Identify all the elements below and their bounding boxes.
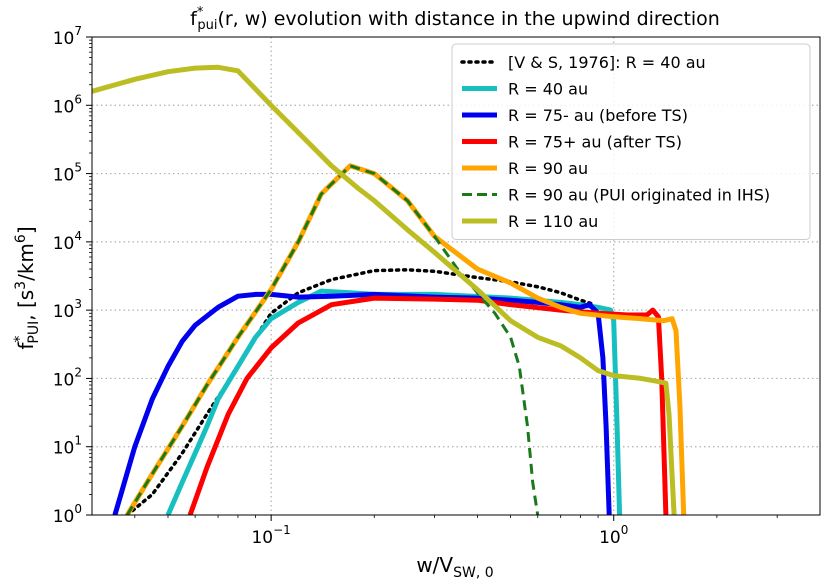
- x-tick-label: 100: [599, 523, 628, 548]
- legend-label: R = 40 au: [508, 80, 588, 99]
- series-line: [125, 164, 540, 515]
- y-tick-label: 106: [53, 92, 82, 117]
- legend-label: R = 75+ au (after TS): [508, 133, 682, 152]
- legend-label: R = 90 au (PUI originated in IHS): [508, 186, 770, 205]
- series-line: [165, 288, 623, 515]
- x-axis-label: w/VSW, 0: [416, 553, 493, 581]
- y-tick-label: 101: [53, 434, 82, 459]
- series-line: [92, 64, 677, 515]
- series-line: [187, 295, 669, 515]
- plot-frame: [91, 36, 821, 516]
- y-axis-label: f*PUI, [s3/km6]: [12, 226, 42, 349]
- ticks: 100 101 102 103 104 105 106 107 10−1 100: [53, 24, 778, 548]
- legend-label: R = 75- au (before TS): [508, 106, 688, 125]
- chart-title: f* pui(r, w) evolution with distance in t…: [190, 5, 720, 33]
- x-tick-label: 10−1: [251, 523, 290, 548]
- y-tick-label: 102: [53, 365, 82, 390]
- legend-label: [V & S, 1976]: R = 40 au: [508, 53, 706, 72]
- legend-label: R = 110 au: [508, 212, 598, 231]
- series-line: [112, 291, 612, 515]
- series-layer: [92, 64, 687, 515]
- y-tick-label: 104: [53, 229, 82, 254]
- y-tick-label: 107: [53, 24, 82, 49]
- grid: [92, 37, 820, 515]
- y-tick-label: 105: [53, 161, 82, 186]
- y-tick-label: 103: [53, 297, 82, 322]
- legend-label: R = 90 au: [508, 159, 588, 178]
- y-tick-label: 100: [53, 502, 82, 527]
- series-line: [125, 268, 597, 515]
- legend-box: [451, 43, 811, 240]
- legend: [V & S, 1976]: R = 40 au R = 40 au R = 75-…: [451, 43, 811, 240]
